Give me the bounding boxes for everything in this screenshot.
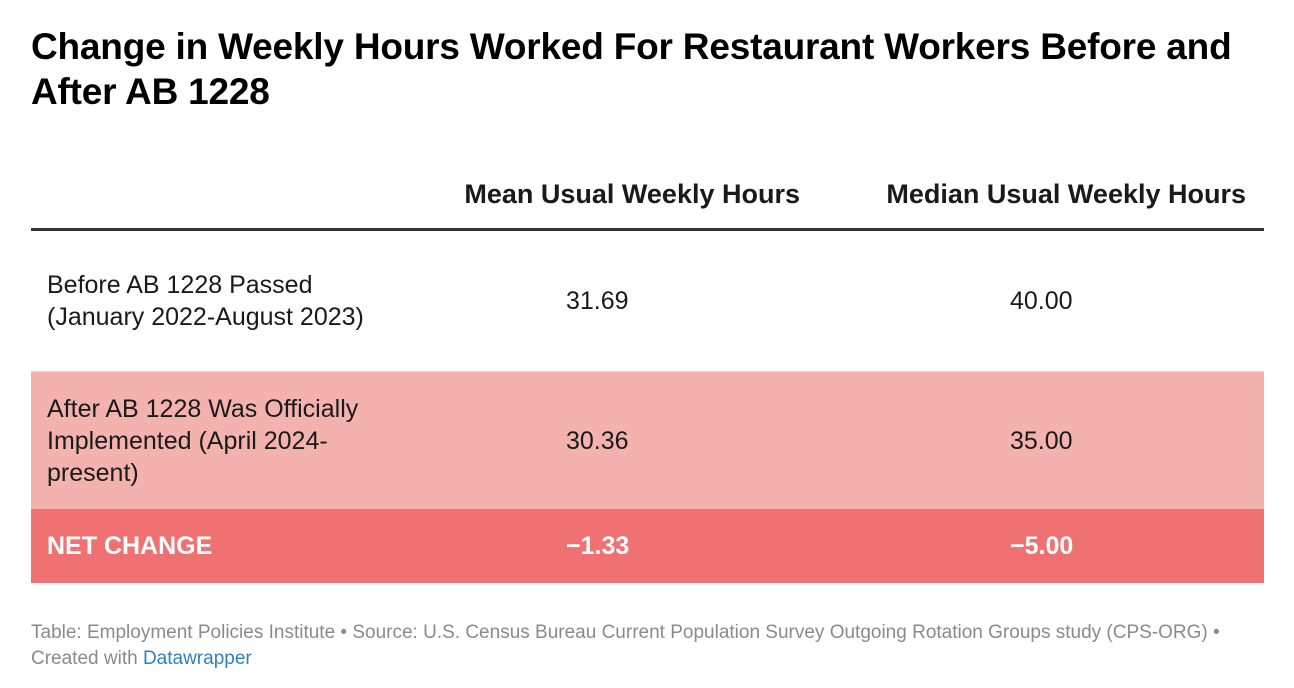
header-mean[interactable]: Mean Usual Weekly Hours — [378, 160, 818, 231]
cell-median: 40.00 — [818, 229, 1264, 372]
table-row: NET CHANGE −1.33 −5.00 — [31, 509, 1264, 583]
table-row: After AB 1228 Was Officially Implemented… — [31, 371, 1264, 509]
cell-median: −5.00 — [818, 509, 1264, 583]
header-row: Mean Usual Weekly Hours Median Usual Wee… — [31, 160, 1264, 231]
chart-title: Change in Weekly Hours Worked For Restau… — [31, 26, 1232, 112]
cell-mean: 31.69 — [378, 229, 818, 372]
footer-text: Table: Employment Policies Institute • S… — [31, 622, 1220, 669]
row-label: After AB 1228 Was Officially Implemented… — [31, 371, 378, 509]
header-corner — [31, 160, 378, 231]
row-label: Before AB 1228 Passed (January 2022-Augu… — [31, 229, 378, 372]
cell-mean: −1.33 — [378, 509, 818, 583]
header-median[interactable]: Median Usual Weekly Hours — [818, 160, 1264, 231]
data-table: Mean Usual Weekly Hours Median Usual Wee… — [31, 160, 1264, 583]
table-row: Before AB 1228 Passed (January 2022-Augu… — [31, 229, 1264, 372]
row-label: NET CHANGE — [31, 509, 378, 583]
cell-median: 35.00 — [818, 371, 1264, 509]
datawrapper-link[interactable]: Datawrapper — [142, 648, 252, 669]
cell-mean: 30.36 — [378, 371, 818, 509]
footer-notes: Table: Employment Policies Institute • S… — [31, 620, 1271, 672]
